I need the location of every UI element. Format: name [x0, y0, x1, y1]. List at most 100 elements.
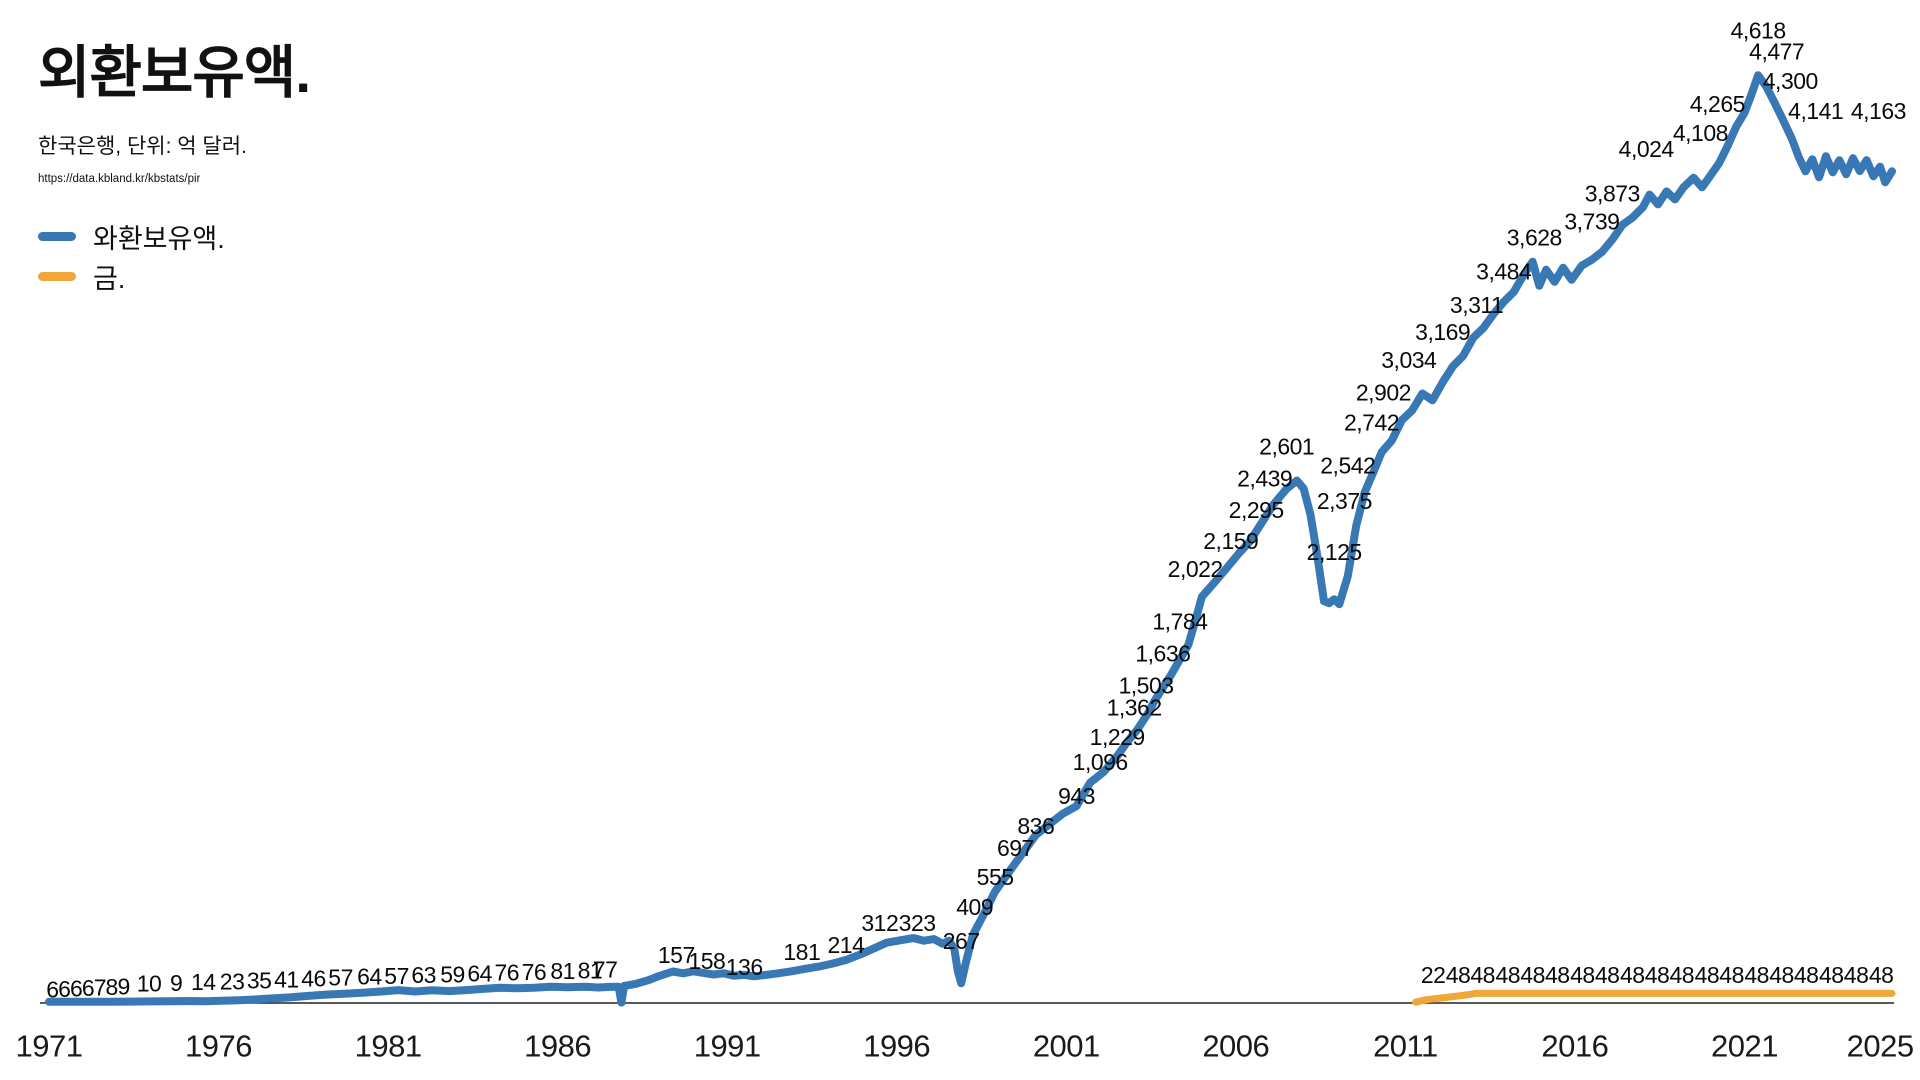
data-label: 4,108: [1673, 120, 1728, 146]
data-label: 3,628: [1507, 225, 1562, 251]
data-label: 1,096: [1073, 749, 1128, 775]
data-label: 1,636: [1135, 640, 1190, 666]
data-label: 4,024: [1619, 136, 1675, 162]
legend-item-reserves: 와환보유액.: [38, 216, 225, 256]
chart-header: 외환보유액. 한국은행, 단위: 억 달러. https://data.kbla…: [38, 41, 311, 185]
x-axis-tick-label: 2016: [1541, 1029, 1608, 1064]
data-label: 4,163: [1851, 98, 1906, 124]
data-label: 48: [1446, 962, 1471, 988]
data-label: 2,295: [1229, 497, 1284, 523]
data-label: 76: [522, 959, 547, 985]
data-label: 35: [247, 968, 272, 994]
data-label: 3,311: [1450, 292, 1503, 318]
data-label: 312: [861, 910, 898, 936]
chart-line-reserves: [45, 71, 1896, 1007]
data-label: 48: [1645, 962, 1670, 988]
data-label: 77: [593, 956, 618, 982]
data-label: 4,141: [1788, 98, 1843, 124]
x-axis-tick-label: 2011: [1373, 1029, 1438, 1064]
data-label: 48: [1695, 962, 1720, 988]
data-label: 48: [1470, 962, 1495, 988]
data-label: 81: [550, 958, 575, 984]
data-label: 48: [1769, 962, 1794, 988]
data-label: 23: [220, 968, 245, 994]
data-label: 6: [70, 976, 82, 1002]
x-axis-tick-label: 1986: [524, 1029, 591, 1064]
data-label: 136: [726, 954, 763, 980]
legend-swatch-gold-icon: [38, 271, 76, 281]
data-label: 8: [106, 974, 118, 1000]
data-label: 3,169: [1415, 319, 1470, 345]
data-label: 48: [1520, 962, 1545, 988]
x-axis-tick-label: 2006: [1202, 1029, 1269, 1064]
data-label: 48: [1570, 962, 1595, 988]
data-label: 9: [117, 973, 129, 999]
data-label: 22: [1421, 962, 1446, 988]
data-label: 63: [411, 962, 436, 988]
data-label: 10: [137, 971, 162, 997]
legend-item-gold: 금.: [38, 256, 225, 296]
data-label: 3,484: [1476, 259, 1532, 285]
data-label: 64: [467, 961, 492, 987]
x-axis-tick-label: 1981: [355, 1029, 422, 1064]
data-label: 836: [1017, 813, 1054, 839]
chart-subtitle: 한국은행, 단위: 억 달러.: [38, 134, 247, 158]
x-axis-tick-label: 1976: [185, 1029, 252, 1064]
data-label: 555: [977, 864, 1014, 890]
data-label: 14: [191, 969, 216, 995]
data-label: 6: [46, 976, 58, 1002]
data-label: 48: [1670, 962, 1695, 988]
data-label: 81: [578, 957, 603, 983]
data-label: 6: [58, 976, 70, 1002]
x-axis-tick-label: 1971: [16, 1029, 83, 1064]
data-label: 2,439: [1237, 466, 1292, 492]
data-label: 2,601: [1259, 434, 1314, 460]
x-axis-tick-label: 2025: [1847, 1029, 1914, 1064]
data-label: 697: [997, 835, 1034, 861]
data-label: 41: [274, 967, 299, 993]
data-label: 4,265: [1690, 91, 1745, 117]
legend-label-reserves: 와환보유액.: [93, 223, 225, 254]
data-label: 267: [943, 928, 980, 954]
data-label: 1,362: [1107, 695, 1162, 721]
data-label: 48: [1794, 962, 1819, 988]
legend: 와환보유액. 금.: [38, 216, 225, 296]
x-axis-tick-label: 1996: [863, 1029, 930, 1064]
source-url: https://data.kbland.kr/kbstats/pir: [38, 172, 201, 185]
data-label: 2,375: [1317, 488, 1372, 514]
data-label: 6: [82, 975, 94, 1001]
data-label: 57: [328, 965, 353, 991]
data-label: 64: [357, 964, 382, 990]
x-axis-tick-label: 2001: [1033, 1029, 1100, 1064]
chart-line-gold: [1412, 989, 1896, 1006]
data-label: 1,503: [1118, 673, 1173, 699]
data-label: 4,300: [1763, 68, 1818, 94]
data-label: 48: [1496, 962, 1521, 988]
data-label: 48: [1744, 962, 1769, 988]
data-label: 48: [1595, 962, 1620, 988]
data-label: 2,902: [1356, 379, 1411, 405]
data-label: 48: [1719, 962, 1744, 988]
data-label: 57: [384, 963, 409, 989]
legend-swatch-reserves-icon: [38, 231, 76, 241]
data-label: 214: [827, 932, 865, 958]
data-label: 3,873: [1585, 180, 1640, 206]
data-label: 2,542: [1320, 453, 1375, 479]
legend-label-gold: 금.: [93, 263, 126, 294]
data-label: 1,229: [1090, 724, 1145, 750]
data-label: 4,477: [1749, 39, 1804, 65]
data-label: 4,618: [1731, 18, 1786, 44]
data-label: 323: [899, 910, 936, 936]
data-label: 181: [783, 939, 820, 965]
data-label: 48: [1844, 962, 1869, 988]
data-label: 158: [688, 948, 725, 974]
data-label: 3,034: [1381, 347, 1437, 373]
data-label: 7: [94, 975, 106, 1001]
data-label: 48: [1620, 962, 1645, 988]
page-title: 외환보유액.: [38, 41, 311, 105]
data-label: 943: [1058, 783, 1095, 809]
data-label: 48: [1819, 962, 1844, 988]
data-label: 9: [170, 970, 182, 996]
data-label: 59: [440, 961, 465, 987]
